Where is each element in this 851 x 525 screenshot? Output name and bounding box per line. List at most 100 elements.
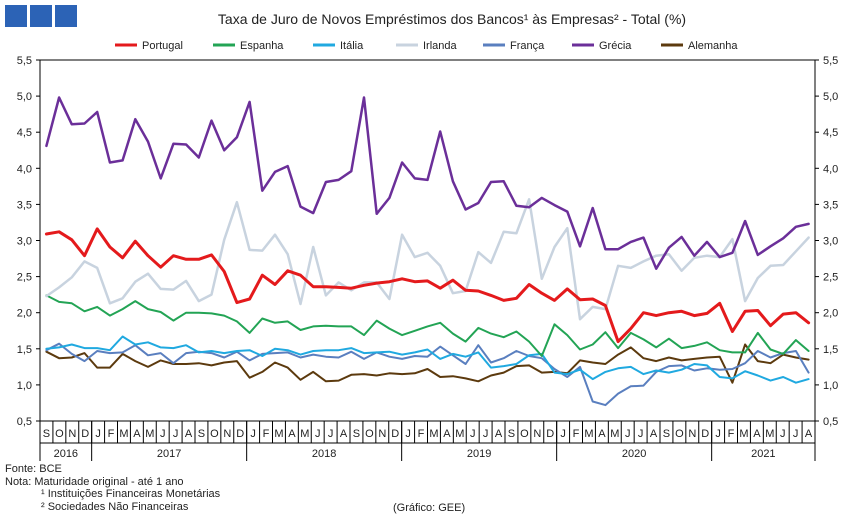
legend: Portugal Espanha Itália Irlanda França Grécia… <box>115 40 738 52</box>
y-tick-label-right: 2,0 <box>823 308 838 320</box>
x-month-label: M <box>274 428 283 440</box>
x-month-label: M <box>455 428 464 440</box>
x-month-label: F <box>728 428 735 440</box>
y-axis-left: 0,5 1,0 1,5 2,0 2,5 3,0 3,5 4,0 4,5 5,0 5,5 <box>17 55 40 428</box>
footnote-1: ¹ Instituições Financeiras Monetárias <box>41 488 221 500</box>
y-tick-label-right: 3,5 <box>823 199 838 211</box>
x-month-label: M <box>300 428 309 440</box>
series-layer <box>44 96 811 407</box>
x-year-label: 2018 <box>312 448 336 460</box>
y-tick-label-right: 0,5 <box>823 416 838 428</box>
series-line <box>45 335 810 384</box>
legend-label: Grécia <box>599 40 632 52</box>
x-month-label: N <box>378 428 386 440</box>
x-month-label: S <box>663 428 670 440</box>
y-tick-label-right: 4,5 <box>823 127 838 139</box>
y-tick-label-left: 3,5 <box>17 199 32 211</box>
y-tick-label-right: 1,5 <box>823 344 838 356</box>
y-tick-label-right: 2,5 <box>823 272 838 284</box>
x-month-label: J <box>328 428 334 440</box>
x-year-label: 2016 <box>54 448 78 460</box>
y-tick-label-left: 4,5 <box>17 127 32 139</box>
x-month-label: S <box>198 428 205 440</box>
x-year-label: 2019 <box>467 448 491 460</box>
x-month-label: M <box>739 428 748 440</box>
y-tick-label-left: 5,5 <box>17 55 32 67</box>
x-month-label: J <box>793 428 799 440</box>
x-month-label: O <box>210 428 219 440</box>
x-month-label: D <box>81 428 89 440</box>
x-month-label: N <box>68 428 76 440</box>
y-tick-label-left: 5,0 <box>17 91 32 103</box>
x-month-label: N <box>533 428 541 440</box>
x-month-label: J <box>483 428 489 440</box>
x-month-label: D <box>391 428 399 440</box>
y-tick-label-right: 1,0 <box>823 380 838 392</box>
x-month-label: O <box>365 428 374 440</box>
x-month-label: A <box>133 428 141 440</box>
x-month-label: M <box>145 428 154 440</box>
footnote-2: ² Sociedades Não Financeiras <box>41 500 189 513</box>
x-month-label: A <box>443 428 451 440</box>
y-axis-right: 0,5 1,0 1,5 2,0 2,5 3,0 3,5 4,0 4,5 5,0 5,5 <box>815 55 838 428</box>
x-month-label: A <box>650 428 658 440</box>
gee-logo <box>5 5 77 27</box>
x-month-label: A <box>753 428 761 440</box>
legend-label: Alemanha <box>688 40 738 52</box>
x-month-label: J <box>715 428 721 440</box>
graphic-credit: (Gráfico: GEE) <box>393 502 466 514</box>
x-month-label: O <box>520 428 529 440</box>
legend-label: Irlanda <box>423 40 458 52</box>
y-tick-label-left: 2,5 <box>17 272 32 284</box>
x-month-label: S <box>353 428 360 440</box>
footer-notes: Fonte: BCE Nota: Maturidade original - a… <box>5 463 220 513</box>
x-month-label: J <box>470 428 476 440</box>
maturity-note: Nota: Maturidade original - até 1 ano <box>5 475 184 488</box>
x-month-label: J <box>625 428 631 440</box>
x-month-label: J <box>560 428 566 440</box>
y-tick-label-left: 0,5 <box>17 416 32 428</box>
series-line <box>45 342 810 407</box>
x-month-label: A <box>805 428 813 440</box>
x-month-label: A <box>288 428 296 440</box>
x-year-label: 2021 <box>751 448 775 460</box>
x-year-label: 2020 <box>622 448 646 460</box>
legend-label: França <box>510 40 545 52</box>
line-chart: Taxa de Juro de Novos Empréstimos dos Ba… <box>17 11 838 461</box>
legend-label: Itália <box>340 40 364 52</box>
x-month-label: J <box>95 428 101 440</box>
x-month-label: S <box>508 428 515 440</box>
chart-title: Taxa de Juro de Novos Empréstimos dos Ba… <box>218 11 686 27</box>
x-month-label: S <box>43 428 50 440</box>
y-tick-label-right: 3,0 <box>823 236 838 248</box>
x-month-label: F <box>108 428 115 440</box>
y-tick-label-left: 1,5 <box>17 344 32 356</box>
x-month-label: J <box>405 428 411 440</box>
series-line <box>45 294 810 357</box>
x-month-label: O <box>55 428 64 440</box>
chart-frame <box>39 59 816 422</box>
x-year-label: 2017 <box>157 448 181 460</box>
logo-block <box>55 5 77 27</box>
y-tick-label-right: 5,5 <box>823 55 838 67</box>
legend-label: Portugal <box>142 40 183 52</box>
y-tick-label-left: 3,0 <box>17 236 32 248</box>
x-month-label: N <box>688 428 696 440</box>
x-month-label: D <box>546 428 554 440</box>
plot-border <box>39 59 816 422</box>
logo-block <box>5 5 27 27</box>
x-month-label: J <box>173 428 179 440</box>
x-month-label: M <box>429 428 438 440</box>
x-month-label: J <box>160 428 166 440</box>
x-month-label: A <box>340 428 348 440</box>
x-month-label: F <box>263 428 270 440</box>
x-month-label: J <box>780 428 786 440</box>
x-month-label: M <box>584 428 593 440</box>
x-month-label: A <box>185 428 193 440</box>
x-month-label: M <box>765 428 774 440</box>
x-month-label: O <box>675 428 684 440</box>
y-tick-label-left: 2,0 <box>17 308 32 320</box>
series-line <box>44 227 811 344</box>
x-month-label: N <box>223 428 231 440</box>
